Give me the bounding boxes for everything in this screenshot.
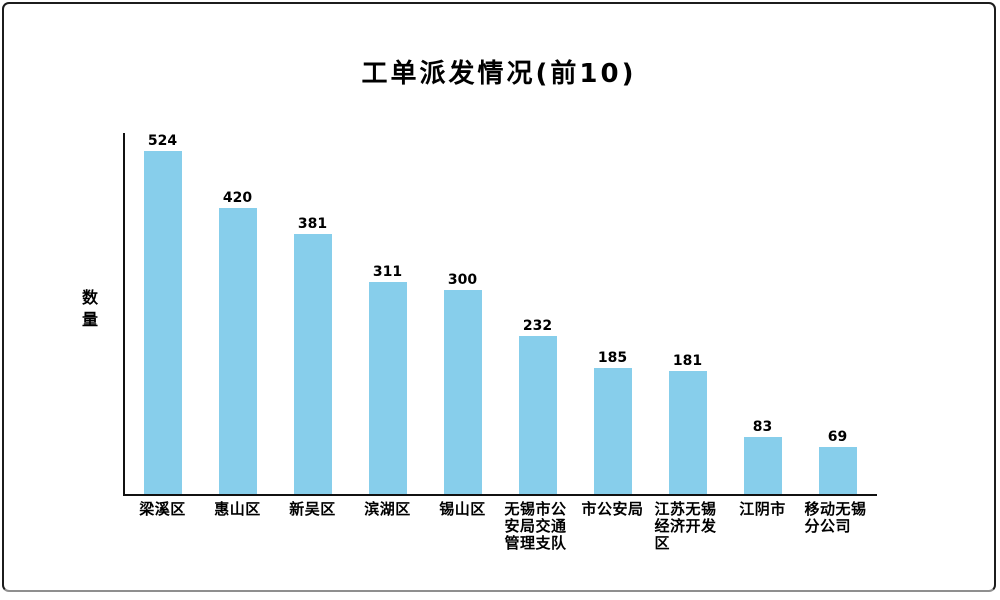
chart-panel: 工单派发情况(前10) 数量 524 420 381 311 300 232 185 181 8… bbox=[2, 2, 996, 592]
bar-value-label: 311 bbox=[372, 264, 403, 280]
category-label-cell: 市公安局 bbox=[575, 501, 650, 518]
category-label: 移动无锡分公司 bbox=[804, 500, 867, 535]
bar-value-label: 300 bbox=[447, 272, 478, 288]
category-label: 新吴区 bbox=[289, 500, 336, 518]
y-axis-title: 数量 bbox=[82, 288, 99, 329]
bar-value-label: 524 bbox=[147, 133, 178, 149]
bar-group: 420 bbox=[200, 133, 275, 494]
bar-group: 311 bbox=[350, 133, 425, 494]
bar-value-label: 181 bbox=[672, 353, 703, 369]
category-label-cell: 移动无锡分公司 bbox=[800, 501, 875, 535]
category-label: 滨湖区 bbox=[364, 500, 411, 518]
category-label-cell: 江苏无锡经济开发区 bbox=[650, 501, 725, 552]
bar-group: 381 bbox=[275, 133, 350, 494]
y-axis-line bbox=[123, 133, 125, 496]
bar-group: 83 bbox=[725, 133, 800, 494]
category-axis-labels: 梁溪区 惠山区 新吴区 滨湖区 锡山区 无锡市公安局交通管理支队 市公安局 江苏无锡经济开发区… bbox=[125, 501, 875, 552]
category-label-cell: 江阴市 bbox=[725, 501, 800, 518]
bar-group: 69 bbox=[800, 133, 875, 494]
bar-group: 524 bbox=[125, 133, 200, 494]
chart-title: 工单派发情况(前10) bbox=[361, 59, 637, 89]
category-label-cell: 滨湖区 bbox=[350, 501, 425, 518]
bar[interactable] bbox=[818, 447, 857, 494]
bar[interactable] bbox=[368, 282, 407, 494]
bar[interactable] bbox=[668, 371, 707, 494]
category-label-cell: 无锡市公安局交通管理支队 bbox=[500, 501, 575, 552]
bar-value-label: 185 bbox=[597, 350, 628, 366]
bar-value-label: 420 bbox=[222, 190, 253, 206]
bar-group: 300 bbox=[425, 133, 500, 494]
category-label: 锡山区 bbox=[439, 500, 486, 518]
bar[interactable] bbox=[218, 208, 257, 494]
bar[interactable] bbox=[293, 234, 332, 494]
bar-value-label: 83 bbox=[752, 419, 773, 435]
bar[interactable] bbox=[443, 290, 482, 494]
bars-area: 524 420 381 311 300 232 185 181 83 69 bbox=[125, 133, 875, 494]
category-label-cell: 惠山区 bbox=[200, 501, 275, 518]
bar-value-label: 232 bbox=[522, 318, 553, 334]
bar-value-label: 381 bbox=[297, 216, 328, 232]
category-label: 梁溪区 bbox=[139, 500, 186, 518]
bar[interactable] bbox=[518, 336, 557, 494]
bar-group: 232 bbox=[500, 133, 575, 494]
x-axis-line bbox=[123, 494, 877, 496]
category-label: 市公安局 bbox=[581, 500, 644, 518]
category-label-cell: 锡山区 bbox=[425, 501, 500, 518]
bar-value-label: 69 bbox=[827, 429, 848, 445]
bar[interactable] bbox=[143, 151, 182, 494]
category-label-cell: 梁溪区 bbox=[125, 501, 200, 518]
bar-group: 181 bbox=[650, 133, 725, 494]
bar-group: 185 bbox=[575, 133, 650, 494]
category-label: 惠山区 bbox=[214, 500, 261, 518]
category-label-cell: 新吴区 bbox=[275, 501, 350, 518]
category-label: 无锡市公安局交通管理支队 bbox=[504, 500, 567, 552]
bar[interactable] bbox=[593, 368, 632, 494]
category-label: 江苏无锡经济开发区 bbox=[654, 500, 717, 552]
bar[interactable] bbox=[743, 437, 782, 494]
category-label: 江阴市 bbox=[739, 500, 786, 518]
